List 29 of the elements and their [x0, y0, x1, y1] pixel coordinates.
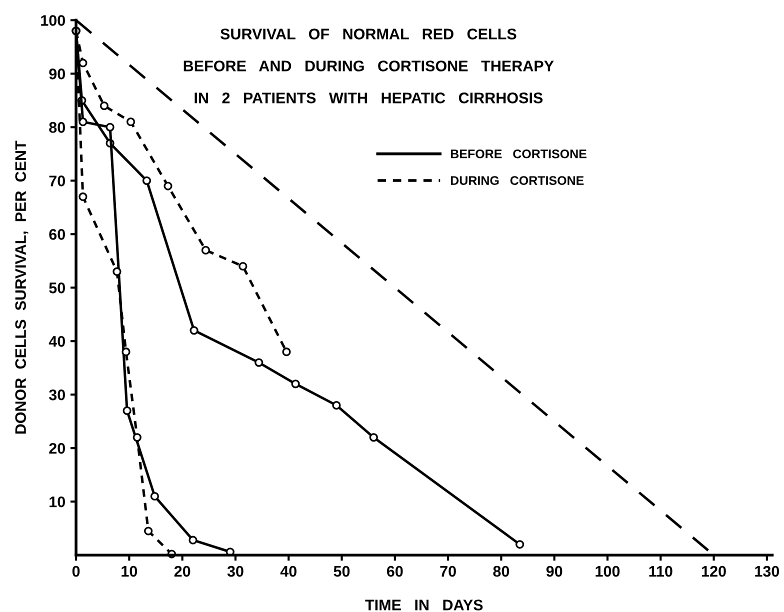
y-tick-label: 40 [48, 336, 66, 347]
y-tick-label: 10 [50, 496, 66, 508]
y-axis-title: DONOR CELLS SURVIVAL, PER CENT [15, 140, 28, 434]
x-axis-title: TIME IN DAYS [365, 600, 483, 610]
y-tick-label: 30 [48, 389, 66, 400]
x-tick-label: 50 [334, 566, 350, 577]
x-tick-label: 90 [546, 566, 562, 577]
x-tick-label: 130 [755, 566, 780, 577]
chart-title: SURVIVAL OF NORMAL RED CELLS BEFORE AND DURING CORTISONE THERAPY IN 2 PATIENTS WITH HEPATIC CIRRHOSIS [184, 28, 554, 104]
x-tick-label: 0 [72, 566, 80, 577]
x-tick-label: 80 [493, 566, 510, 577]
legend-label: DURING CORTISONE [450, 176, 584, 185]
legend-label: BEFORE CORTISONE [450, 149, 586, 158]
y-tick-label: 100 [41, 15, 66, 26]
y-tick-label: 70 [49, 176, 66, 186]
y-tick-label: 80 [49, 122, 66, 133]
x-tick-label: 110 [649, 566, 672, 577]
x-tick-label: 60 [386, 566, 403, 577]
x-tick-label: 10 [122, 566, 138, 577]
x-tick-label: 120 [702, 566, 726, 577]
y-tick-label: 60 [49, 229, 66, 240]
x-tick-label: 40 [280, 566, 296, 577]
x-tick-label: 20 [174, 566, 190, 577]
x-tick-label: 30 [227, 566, 244, 577]
x-tick-label: 100 [596, 566, 620, 577]
y-tick-label: 90 [49, 68, 66, 80]
y-tick-label: 20 [49, 442, 66, 454]
y-tick-label: 50 [49, 282, 66, 294]
x-tick-label: 70 [440, 566, 456, 577]
